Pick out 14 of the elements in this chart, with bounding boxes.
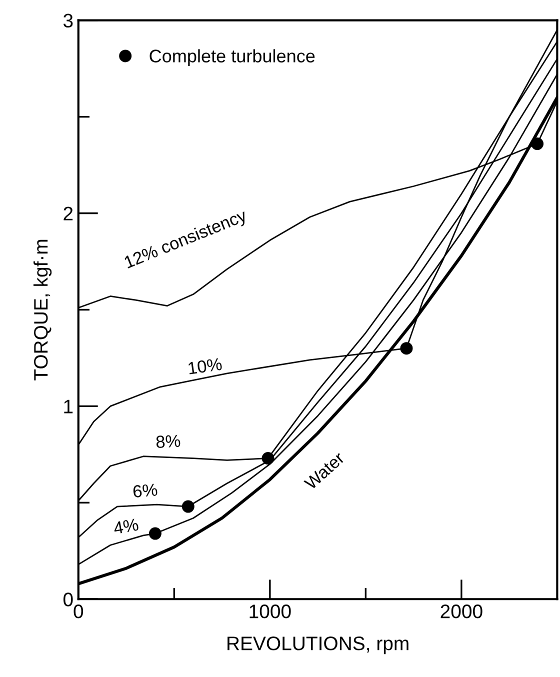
x-tick-label: 0 (74, 604, 84, 618)
y-tick-label: 2 (64, 206, 73, 220)
series-label: 6% (132, 483, 158, 498)
x-tick-label: 1000 (250, 604, 291, 618)
x-tick-label: 2000 (440, 604, 482, 618)
y-tick-label: 3 (63, 14, 73, 28)
series-label: 8% (156, 434, 180, 448)
legend-label: Complete turbulence (150, 49, 315, 66)
y-tick-label: 1 (64, 400, 73, 414)
y-tick-label: 0 (63, 592, 73, 606)
text: 4% (113, 518, 139, 534)
y-axis-title: TORQUE, kgf·m (33, 240, 52, 380)
x-axis-title: REVOLUTIONS, rpm (228, 636, 408, 654)
text: 10% (188, 358, 222, 374)
